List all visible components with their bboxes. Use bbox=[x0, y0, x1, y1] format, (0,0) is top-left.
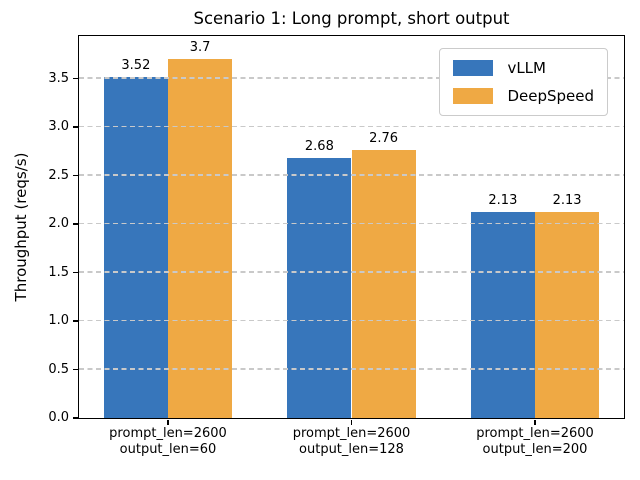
y-tick-label-3.5: 3.5 bbox=[48, 70, 69, 86]
gridline-y-2 bbox=[79, 222, 624, 225]
gridline-y-2.5 bbox=[79, 174, 624, 176]
y-tick-2.5 bbox=[72, 174, 78, 177]
bar-vllm-group2 bbox=[287, 158, 352, 418]
y-tick-label-2.5: 2.5 bbox=[48, 167, 69, 183]
bar-deepspeed-group3 bbox=[535, 211, 600, 418]
x-tick-label-line: output_len=60 bbox=[119, 442, 217, 457]
x-tick-label-line: output_len=128 bbox=[299, 442, 404, 457]
y-tick-label-1.0: 1.0 bbox=[48, 313, 69, 329]
legend-swatch-deepspeed-icon bbox=[453, 88, 494, 104]
x-tick-label-group3: prompt_len=2600 output_len=200 bbox=[476, 426, 594, 458]
gridline-y-1 bbox=[79, 319, 624, 322]
y-tick-0.5 bbox=[72, 368, 78, 371]
y-tick-1.0 bbox=[72, 320, 78, 322]
gridline-y-3.5 bbox=[79, 77, 624, 79]
y-tick-label-0.0: 0.0 bbox=[48, 410, 69, 425]
legend-item-vllm: vLLM bbox=[453, 59, 594, 77]
bar-value-label-deepspeed-group3: 2.13 bbox=[552, 192, 582, 208]
bar-value-label-vllm-group3: 2.13 bbox=[488, 192, 518, 208]
bar-vllm-group3 bbox=[470, 211, 535, 418]
chart-title: Scenario 1: Long prompt, short output bbox=[193, 9, 510, 28]
legend-label-deepspeed: DeepSpeed bbox=[507, 87, 594, 105]
gridline-y-0.5 bbox=[79, 368, 624, 370]
bar-value-label-vllm-group2: 2.68 bbox=[304, 139, 334, 155]
x-tick-label-line: prompt_len=2600 bbox=[476, 426, 594, 441]
bar-value-label-deepspeed-group2: 2.76 bbox=[369, 131, 399, 147]
y-tick-label-0.5: 0.5 bbox=[48, 361, 69, 377]
y-tick-1.5 bbox=[72, 271, 78, 274]
bar-deepspeed-group2 bbox=[351, 150, 416, 418]
x-tick-group3 bbox=[534, 419, 536, 425]
x-tick-label-line: output_len=200 bbox=[482, 442, 588, 457]
y-tick-2.0 bbox=[72, 223, 78, 225]
x-tick-label-line: prompt_len=2600 bbox=[292, 426, 411, 441]
y-tick-0.0 bbox=[72, 417, 78, 419]
bar-value-label-deepspeed-group1: 3.7 bbox=[189, 40, 211, 56]
y-tick-label-2.0: 2.0 bbox=[48, 216, 69, 232]
plot-area: vLLM DeepSpeed 3.52 2.68 2.13 3.7 2.76 2.13 0.… bbox=[48, 35, 625, 457]
legend-swatch-vllm-icon bbox=[453, 60, 494, 76]
x-tick-group2 bbox=[350, 419, 353, 425]
y-tick-label-3.0: 3.0 bbox=[48, 119, 69, 135]
y-tick-label-1.5: 1.5 bbox=[48, 264, 69, 280]
x-tick-label-line: prompt_len=2600 bbox=[109, 426, 227, 441]
x-tick-label-group2: prompt_len=2600 output_len=128 bbox=[293, 426, 411, 458]
bar-deepspeed-group1 bbox=[167, 59, 233, 418]
x-tick-group1 bbox=[167, 419, 169, 425]
legend-item-deepspeed: DeepSpeed bbox=[453, 87, 594, 105]
bar-vllm-group1 bbox=[103, 76, 168, 418]
gridline-y-3 bbox=[79, 125, 624, 128]
legend: vLLM DeepSpeed bbox=[439, 48, 608, 116]
y-tick-3.0 bbox=[72, 126, 78, 128]
y-tick-3.5 bbox=[72, 77, 78, 80]
x-tick-label-group1: prompt_len=2600 output_len=60 bbox=[109, 426, 227, 458]
gridline-y-1.5 bbox=[79, 271, 624, 273]
legend-label-vllm: vLLM bbox=[507, 59, 546, 77]
y-axis-label: Throughput (reqs/s) bbox=[12, 152, 30, 302]
bar-value-label-vllm-group1: 3.52 bbox=[121, 57, 151, 73]
